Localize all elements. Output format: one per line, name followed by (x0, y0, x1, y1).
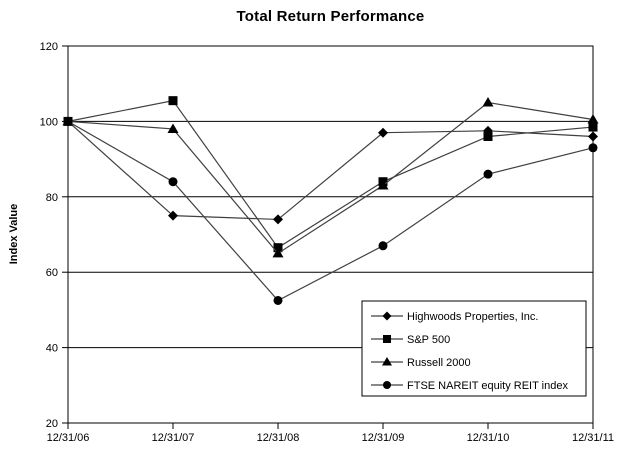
legend-label: Russell 2000 (407, 357, 471, 369)
y-tick-label: 40 (46, 343, 58, 355)
x-tick-label: 12/31/08 (257, 432, 300, 444)
series-marker-square-s-p-500 (588, 122, 598, 132)
y-tick-label: 20 (46, 418, 58, 430)
legend-item-russell-2000: Russell 2000 (371, 357, 471, 369)
y-tick-label: 60 (46, 267, 58, 279)
series-marker-diamond-highwoods-properties-inc (378, 127, 388, 138)
x-tick-label: 12/31/11 (572, 432, 614, 444)
legend-marker-circle-icon (383, 381, 391, 389)
legend-marker-square-icon (383, 335, 391, 343)
series-line-highwoods-properties-inc (67, 120, 594, 221)
series-marker-triangle-russell-2000 (377, 179, 389, 190)
x-tick-label: 12/31/06 (47, 432, 90, 444)
series-marker-triangle-russell-2000 (587, 114, 599, 124)
series-marker-circle-ftse-nareit-equity-reit-index (378, 241, 388, 251)
x-tick-label: 12/31/09 (362, 432, 405, 444)
legend-item-highwoods-properties-inc: Highwoods Properties, Inc. (371, 311, 538, 323)
series-marker-diamond-highwoods-properties-inc (588, 131, 598, 142)
legend-item-ftse-nareit-equity-reit-index: FTSE NAREIT equity REIT index (371, 380, 568, 392)
y-tick-label: 100 (40, 116, 58, 128)
chart-title: Total Return Performance (236, 8, 425, 25)
legend-label: FTSE NAREIT equity REIT index (407, 380, 568, 392)
series-marker-circle-ftse-nareit-equity-reit-index (273, 295, 283, 305)
series-marker-circle-ftse-nareit-equity-reit-index (168, 177, 178, 187)
legend-item-s-p-500: S&P 500 (371, 334, 450, 346)
series-marker-circle-ftse-nareit-equity-reit-index (63, 116, 73, 126)
legend-marker-diamond-icon (382, 311, 392, 321)
series-marker-triangle-russell-2000 (482, 97, 494, 107)
x-tick-label: 12/31/07 (152, 432, 195, 444)
x-tick-label: 12/31/10 (467, 432, 510, 444)
series-marker-circle-ftse-nareit-equity-reit-index (483, 169, 493, 179)
legend-marker-triangle-icon (382, 357, 392, 366)
series-marker-triangle-russell-2000 (167, 123, 179, 133)
series-line-russell-2000 (67, 101, 594, 255)
series-marker-circle-ftse-nareit-equity-reit-index (588, 143, 598, 153)
y-axis-title: Index Value (8, 203, 20, 265)
plot-border (67, 45, 594, 424)
legend-label: S&P 500 (407, 334, 450, 346)
series-marker-diamond-highwoods-properties-inc (273, 214, 283, 225)
series-marker-diamond-highwoods-properties-inc (168, 210, 178, 221)
y-tick-label: 120 (40, 41, 58, 53)
series-marker-triangle-russell-2000 (272, 247, 284, 258)
series-marker-square-s-p-500 (483, 131, 493, 141)
y-tick-label: 80 (46, 192, 58, 204)
series-marker-square-s-p-500 (168, 96, 178, 106)
series-marker-square-s-p-500 (273, 243, 283, 253)
series-line-s-p-500 (67, 100, 594, 249)
legend-label: Highwoods Properties, Inc. (407, 311, 538, 323)
legend-box (361, 300, 587, 397)
series-line-ftse-nareit-equity-reit-index (67, 120, 594, 302)
